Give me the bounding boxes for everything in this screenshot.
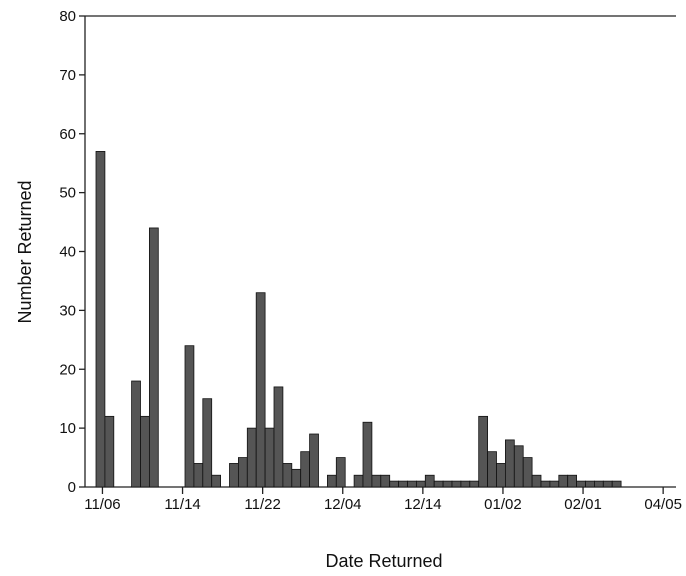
bar <box>407 480 417 488</box>
bar <box>362 421 373 488</box>
y-tick-label: 10 <box>59 420 76 437</box>
bar <box>371 474 382 488</box>
y-axis-title: Number Returned <box>15 180 35 323</box>
bar <box>451 480 462 488</box>
bar <box>567 474 578 488</box>
bar <box>487 451 497 488</box>
bar <box>211 474 221 488</box>
bar <box>585 480 595 488</box>
bar <box>326 474 337 488</box>
bar <box>140 415 150 488</box>
bar <box>229 463 239 488</box>
y-tick-label: 70 <box>59 67 76 84</box>
x-tick-label: 11/06 <box>84 496 120 513</box>
bar <box>291 468 302 488</box>
bar <box>469 480 480 488</box>
bar <box>353 474 364 488</box>
bar <box>602 480 613 488</box>
x-tick-label: 02/01 <box>564 496 602 513</box>
bar <box>611 480 622 488</box>
bar <box>549 480 560 488</box>
bar <box>380 474 391 488</box>
bar <box>594 480 604 488</box>
x-tick-label: 01/02 <box>484 496 522 513</box>
bar <box>255 292 266 488</box>
bar <box>415 480 426 488</box>
bar <box>513 445 524 488</box>
bar <box>184 345 195 488</box>
bar <box>496 463 506 488</box>
y-tick-label: 50 <box>59 185 76 202</box>
bar <box>531 474 542 488</box>
bar <box>335 457 346 488</box>
bar <box>389 480 400 488</box>
bar <box>104 415 115 488</box>
bar <box>398 480 408 488</box>
bar <box>460 480 471 488</box>
x-axis-title: Date Returned <box>325 551 442 571</box>
bar <box>504 439 515 488</box>
y-tick-label: 20 <box>59 361 76 378</box>
y-tick-label: 30 <box>59 302 76 319</box>
x-axis: 11/06 11/14 11/22 12/04 12/14 01/02 02/01 04/05… <box>84 486 682 513</box>
bar <box>131 380 141 488</box>
bar <box>282 463 293 488</box>
x-tick-label: 11/14 <box>164 496 200 513</box>
bar <box>246 427 257 488</box>
bar <box>264 427 275 488</box>
bar <box>273 386 284 488</box>
bar <box>148 227 159 488</box>
y-axis: 0 10 20 30 40 50 60 70 80 <box>59 8 676 496</box>
y-tick-label: 80 <box>59 8 76 25</box>
bar <box>522 457 533 488</box>
x-tick-label: 12/14 <box>404 496 442 513</box>
x-tick-label: 11/22 <box>244 496 280 513</box>
bar <box>237 457 248 488</box>
bar <box>478 415 489 488</box>
bar <box>95 151 106 488</box>
bar <box>558 474 569 488</box>
y-tick-label: 40 <box>59 244 76 261</box>
bar <box>442 480 453 488</box>
bar <box>576 480 586 488</box>
bar <box>424 474 435 488</box>
bar <box>433 480 444 488</box>
bar <box>300 451 311 488</box>
bar <box>202 398 213 488</box>
x-tick-label: 12/04 <box>324 496 362 513</box>
bar <box>309 433 319 488</box>
bar <box>540 480 551 488</box>
y-tick-label: 60 <box>59 126 76 143</box>
x-tick-label: 04/05 <box>644 496 682 513</box>
y-tick-label: 0 <box>68 479 76 496</box>
bar <box>193 463 204 488</box>
bars <box>95 151 622 488</box>
